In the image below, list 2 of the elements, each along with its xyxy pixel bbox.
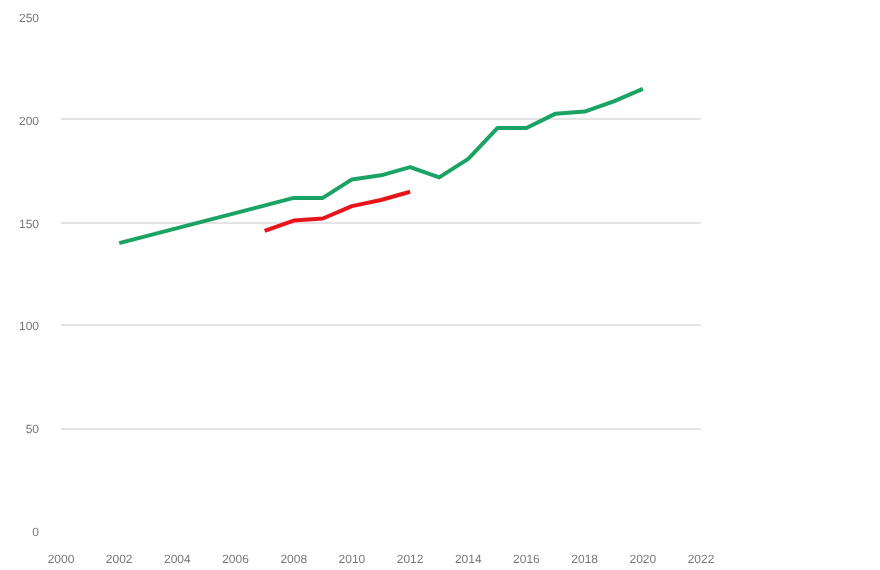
- line-series: [117, 86, 645, 246]
- line-series: [262, 189, 413, 233]
